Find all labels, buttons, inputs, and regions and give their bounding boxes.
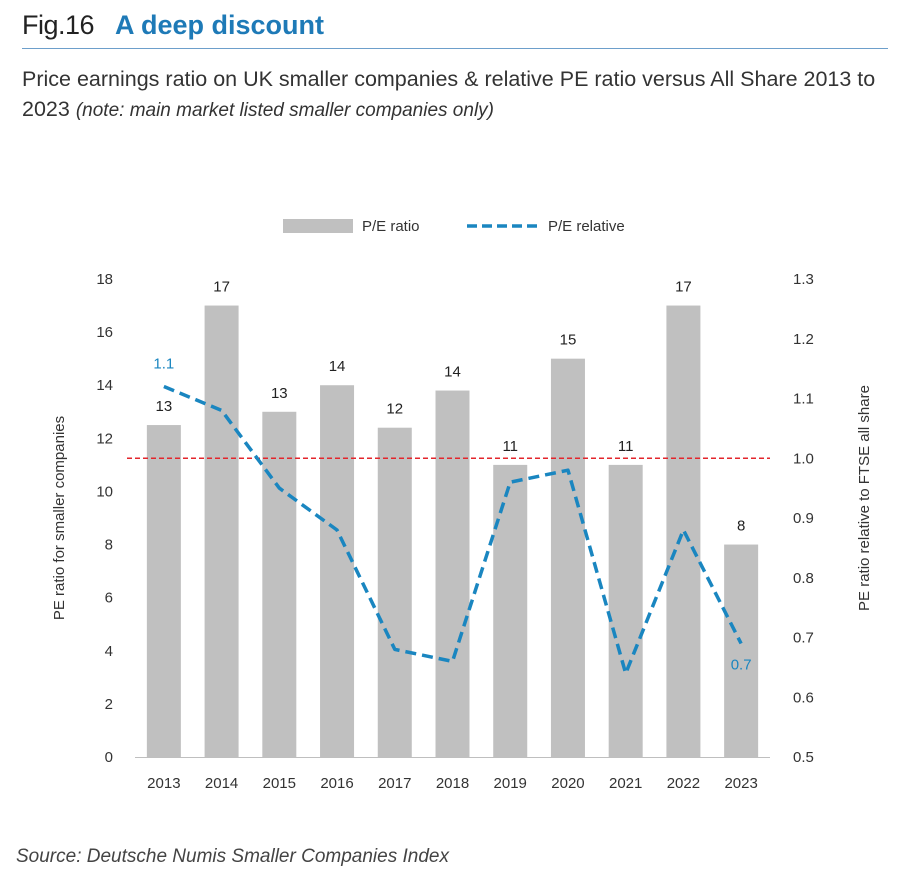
bar	[493, 464, 528, 757]
figure-title: A deep discount	[115, 10, 325, 40]
figure-number: Fig.16	[22, 10, 95, 40]
y2-tick-label: 0.5	[793, 749, 814, 766]
y2-tick-label: 0.6	[793, 689, 814, 706]
y-tick-label: 8	[105, 537, 113, 554]
y-tick-label: 18	[96, 271, 113, 288]
bar-data-label: 12	[386, 401, 403, 418]
y2-tick-label: 0.8	[793, 570, 814, 587]
bar	[377, 427, 412, 757]
legend-bar-swatch	[283, 219, 353, 233]
bar	[262, 411, 297, 757]
y-axis-title: PE ratio for smaller companies	[51, 416, 68, 620]
bar	[146, 425, 181, 757]
x-tick-label: 2014	[205, 775, 238, 792]
subtitle-note: (note: main market listed smaller compan…	[75, 100, 494, 121]
y2-tick-label: 1.0	[793, 450, 814, 467]
y2-tick-label: 0.9	[793, 510, 814, 527]
bar-data-label: 17	[213, 279, 230, 296]
bar-data-label: 8	[737, 518, 745, 535]
figure-header: Fig.16 A deep discount	[22, 6, 888, 49]
bar-data-label: 14	[329, 358, 346, 375]
bar-data-label: 17	[675, 279, 692, 296]
x-tick-label: 2016	[320, 775, 353, 792]
y2-axis-title: PE ratio relative to FTSE all share	[856, 385, 873, 611]
bar	[724, 544, 759, 757]
bar	[666, 305, 701, 757]
y-tick-label: 14	[96, 377, 113, 394]
bar-data-label: 14	[444, 364, 461, 381]
bar	[550, 358, 585, 757]
legend-line-label: P/E relative	[548, 218, 625, 235]
bar	[435, 390, 470, 757]
bar-data-label: 13	[156, 398, 173, 415]
bar-data-label: 11	[502, 438, 518, 455]
source-note: Source: Deutsche Numis Smaller Companies…	[16, 846, 449, 867]
line-start-label: 1.1	[153, 356, 174, 373]
y-tick-label: 6	[105, 590, 113, 607]
y2-tick-label: 1.2	[793, 331, 814, 348]
x-tick-label: 2020	[551, 775, 584, 792]
x-tick-label: 2017	[378, 775, 411, 792]
y-tick-label: 12	[96, 430, 113, 447]
y2-tick-label: 0.7	[793, 630, 814, 647]
y2-tick-label: 1.3	[793, 271, 814, 288]
bar-data-label: 11	[618, 438, 634, 455]
x-tick-label: 2023	[724, 775, 757, 792]
line-end-label: 0.7	[731, 656, 752, 673]
subtitle-main: Price earnings ratio on UK smaller compa…	[22, 67, 876, 121]
pe-relative-line	[163, 384, 743, 676]
bar-data-label: 13	[271, 385, 288, 402]
bar	[608, 464, 643, 757]
x-tick-label: 2021	[609, 775, 642, 792]
bar-data-label: 15	[560, 332, 577, 349]
y-tick-label: 4	[105, 643, 113, 660]
x-tick-label: 2022	[667, 775, 700, 792]
bar	[320, 385, 355, 757]
y-tick-label: 2	[105, 696, 113, 713]
y-tick-label: 0	[105, 749, 113, 766]
x-tick-label: 2015	[263, 775, 296, 792]
legend-bar-label: P/E ratio	[362, 218, 420, 235]
bar	[204, 305, 239, 757]
x-tick-label: 2018	[436, 775, 469, 792]
y-tick-label: 16	[96, 324, 113, 341]
y-tick-label: 10	[96, 483, 113, 500]
figure-subtitle: Price earnings ratio on UK smaller compa…	[22, 64, 892, 126]
x-tick-label: 2019	[494, 775, 527, 792]
y2-tick-label: 1.1	[793, 391, 814, 408]
x-tick-label: 2013	[147, 775, 180, 792]
